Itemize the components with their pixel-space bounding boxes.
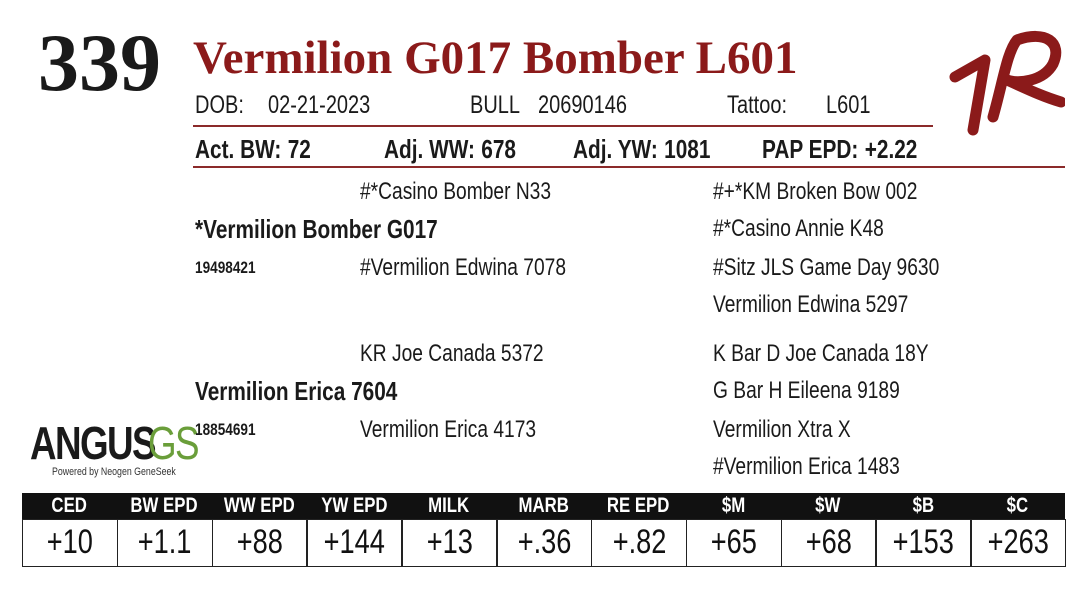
stat-label: Adj. YW:: [573, 134, 658, 164]
stat: PAP EPD: +2.22: [762, 133, 917, 165]
epd-value-text: +13: [426, 523, 473, 561]
brand-one: [949, 54, 991, 136]
stat: Adj. WW: 678: [384, 133, 516, 165]
epd-header: MILK EPD: [401, 493, 497, 543]
brand-r: [987, 30, 1065, 123]
logo-tagline: Powered by Neogen GeneSeek: [52, 466, 176, 478]
stat-label: PAP EPD:: [762, 134, 859, 164]
logo-brand: ANGUS: [30, 417, 157, 469]
great-grandparent: #Sitz JLS Game Day 9630: [713, 254, 940, 281]
epd-header-text: MARB EPD: [518, 494, 569, 543]
great-grandparent: Vermilion Edwina 5297: [713, 291, 909, 318]
epd-value: +88: [211, 519, 308, 567]
info-label: Tattoo:: [727, 91, 788, 119]
stat: Adj. YW: 1081: [573, 133, 710, 165]
epd-header-text: $M: [721, 494, 746, 517]
epd-header: $C: [970, 493, 1066, 519]
epd-value: +13: [401, 519, 498, 567]
great-grandparent: #*Casino Annie K48: [713, 215, 884, 242]
info-label: BULL: [470, 91, 521, 119]
info-value: 20690146: [538, 91, 627, 119]
info-value: L601: [826, 91, 871, 119]
epd-value-text: +1.1: [138, 523, 192, 561]
epd-header-text: $W: [815, 494, 841, 517]
stat-label: Act. BW:: [195, 134, 282, 164]
epd-header: $W: [780, 493, 876, 519]
epd-value-text: +.36: [517, 523, 572, 561]
grand-sire: KR Joe Canada 5372: [360, 340, 544, 367]
epd-value: +68: [780, 519, 877, 567]
grand-dam: Vermilion Erica 4173: [360, 416, 537, 443]
epd-value: +1.1: [116, 519, 214, 567]
epd-header: BW EPD: [116, 493, 213, 519]
epd-header: CED: [22, 493, 118, 519]
epd-value-text: +263: [987, 523, 1049, 561]
epd-header: MARB EPD: [496, 493, 592, 543]
epd-header-text: MILK EPD: [428, 494, 470, 543]
divider: [193, 166, 1065, 168]
epd-header-text: $C: [1007, 494, 1029, 517]
epd-value-text: +.82: [612, 523, 666, 561]
epd-header: $M: [685, 493, 782, 519]
epd-value-text: +65: [710, 523, 757, 561]
epd-value-text: +68: [805, 523, 852, 561]
stat-value: 72: [287, 134, 311, 164]
grand-dam: #Vermilion Edwina 7078: [360, 254, 566, 281]
info-value: 02-21-2023: [268, 91, 371, 119]
epd-header: YW EPD: [306, 493, 402, 519]
animal-name: Vermilion G017 Bomber L601: [193, 32, 798, 84]
epd-value: +65: [685, 519, 783, 567]
epd-header: $B: [875, 493, 971, 519]
great-grandparent: #+*KM Broken Bow 002: [713, 178, 918, 205]
epd-header-text: RE EPD: [607, 494, 670, 517]
stat-label: Adj. WW:: [384, 134, 475, 164]
epd-value: +10: [22, 519, 119, 567]
parent-name: *Vermilion Bomber G017: [195, 214, 438, 244]
great-grandparent: #Vermilion Erica 1483: [713, 453, 900, 480]
parent-name: Vermilion Erica 7604: [195, 376, 398, 406]
epd-header-text: CED: [51, 494, 88, 517]
epd-value: +153: [875, 519, 972, 567]
info-label: DOB:: [195, 91, 244, 119]
grand-sire: #*Casino Bomber N33: [360, 178, 552, 205]
epd-value: +263: [970, 519, 1067, 567]
stat-value: +2.22: [864, 134, 918, 164]
epd-value-text: +88: [236, 523, 283, 561]
brand-logo: [949, 30, 1065, 136]
stat-value: 678: [481, 134, 516, 164]
divider: [193, 125, 933, 127]
epd-header-text: $B: [912, 494, 934, 517]
epd-value: +.36: [496, 519, 593, 567]
logo-suffix: GS: [148, 417, 200, 469]
great-grandparent: K Bar D Joe Canada 18Y: [713, 340, 929, 367]
lot-number: 339: [38, 17, 161, 108]
parent-reg: 19498421: [195, 258, 256, 277]
epd-value-text: +10: [47, 523, 94, 561]
great-grandparent: G Bar H Eileena 9189: [713, 377, 900, 404]
epd-header: WW EPD: [211, 493, 307, 519]
parent-reg: 18854691: [195, 420, 256, 439]
epd-header-text: YW EPD: [320, 494, 388, 517]
epd-value-text: +153: [892, 523, 955, 561]
great-grandparent: Vermilion Xtra X: [713, 416, 851, 443]
stat: Act. BW: 72: [195, 133, 311, 165]
epd-value-text: +144: [323, 523, 386, 561]
epd-value: +144: [306, 519, 403, 567]
epd-header-text: WW EPD: [223, 494, 295, 517]
epd-header: RE EPD: [590, 493, 687, 519]
epd-value: +.82: [590, 519, 688, 567]
epd-header-text: BW EPD: [130, 494, 199, 517]
stat-value: 1081: [664, 134, 711, 164]
